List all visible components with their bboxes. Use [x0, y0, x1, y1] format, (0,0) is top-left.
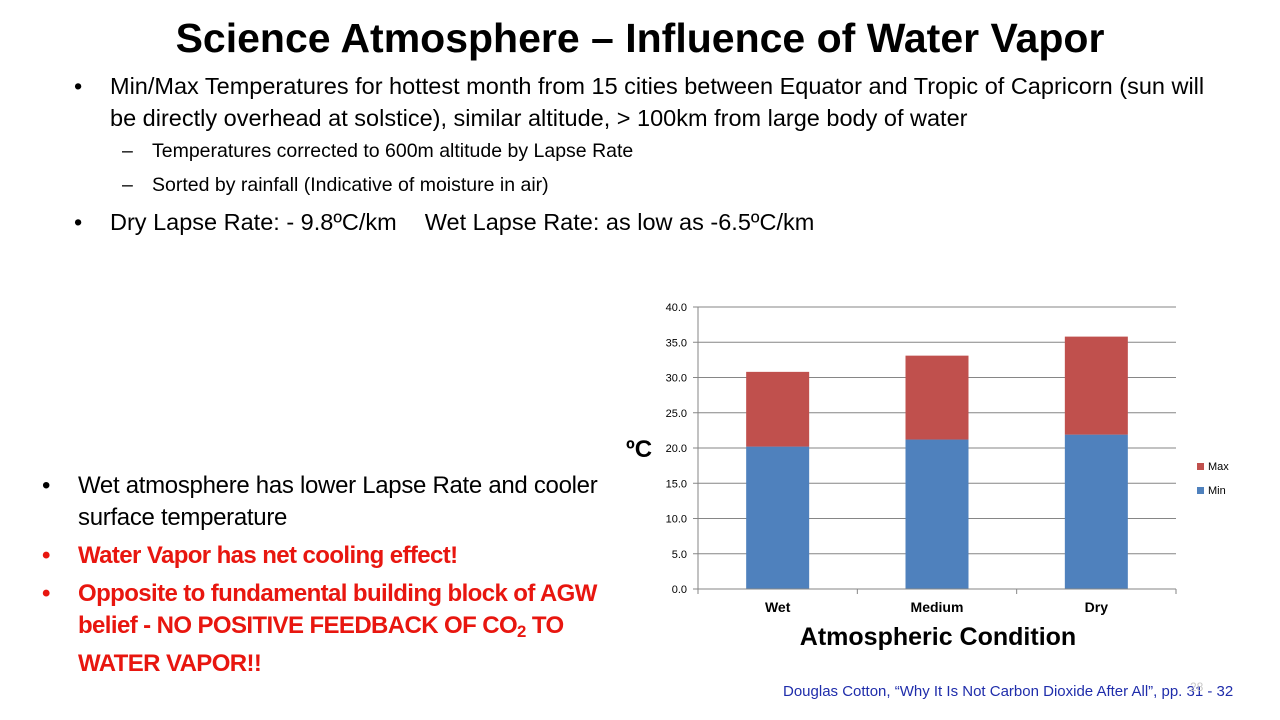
sub-bullet-corrected: Temperatures corrected to 600m altitude … — [72, 138, 1222, 164]
legend-label-min: Min — [1208, 485, 1226, 497]
feedback-text-pre: Opposite to fundamental building block o… — [78, 580, 597, 639]
wet-lapse-rate: Wet Lapse Rate: as low as -6.5ºC/km — [424, 209, 815, 235]
bar-max-dry — [1064, 336, 1128, 435]
bar-max-medium — [905, 355, 969, 440]
bullet-wet-atmosphere: Wet atmosphere has lower Lapse Rate and … — [40, 470, 640, 534]
bullet-cities: Min/Max Temperatures for hottest month f… — [72, 70, 1222, 134]
bar-min-medium — [905, 439, 969, 589]
y-tick-label: 25.0 — [666, 408, 687, 420]
feedback-text-post: TO WATER VAPOR!! — [78, 612, 564, 678]
y-tick-label: 10.0 — [666, 514, 687, 526]
stacked-bar-chart: 0.0 5.0 10.0 15.0 20.0 25.0 30.0 35.0 40.0 Wet Med… — [626, 302, 1229, 651]
slide-number: 28 — [1190, 680, 1204, 694]
y-tick-label: 5.0 — [672, 549, 687, 561]
x-tick-label: Medium — [911, 599, 964, 615]
conclusion-bullet-list: Wet atmosphere has lower Lapse Rate and … — [40, 470, 640, 686]
dry-lapse-rate: Dry Lapse Rate: - 9.8ºC/km — [110, 209, 397, 235]
y-tick-label: 20.0 — [666, 443, 687, 455]
y-tick-label: 30.0 — [666, 373, 687, 385]
bullet-lapse-rates: Dry Lapse Rate: - 9.8ºC/km Wet Lapse Rate… — [72, 206, 1222, 238]
co2-subscript: 2 — [517, 622, 526, 642]
bullet-no-positive-feedback: Opposite to fundamental building block o… — [40, 578, 640, 680]
slide-title: Science Atmosphere – Influence of Water … — [175, 15, 1105, 61]
bar-min-wet — [746, 446, 810, 589]
y-tick-label: 40.0 — [666, 302, 687, 314]
x-tick-label: Dry — [1085, 599, 1109, 615]
bar-min-dry — [1064, 434, 1128, 589]
y-tick-label: 0.0 — [672, 584, 687, 596]
x-axis-title: Atmospheric Condition — [800, 623, 1076, 651]
legend-swatch-min — [1197, 487, 1204, 494]
top-bullet-list: Min/Max Temperatures for hottest month f… — [72, 70, 1222, 242]
bar-max-wet — [746, 371, 810, 447]
legend-label-max: Max — [1208, 461, 1229, 473]
citation: Douglas Cotton, “Why It Is Not Carbon Di… — [783, 683, 1234, 700]
y-axis-title: ºC — [626, 436, 652, 463]
bullet-net-cooling: Water Vapor has net cooling effect! — [40, 540, 640, 572]
y-tick-label: 35.0 — [666, 337, 687, 349]
legend-swatch-max — [1197, 463, 1204, 470]
y-tick-label: 15.0 — [666, 478, 687, 490]
sub-bullet-sorted: Sorted by rainfall (Indicative of moistu… — [72, 172, 1222, 198]
x-tick-label: Wet — [765, 599, 791, 615]
